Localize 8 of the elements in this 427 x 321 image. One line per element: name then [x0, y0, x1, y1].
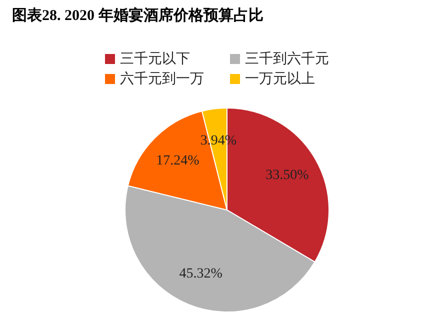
legend-label: 六千元到一万	[120, 70, 204, 88]
legend-label: 三千元以下	[120, 50, 190, 68]
data-label: 17.24%	[156, 154, 200, 169]
data-label: 33.50%	[266, 168, 310, 184]
data-label: 45.32%	[179, 266, 223, 282]
legend-label: 三千到六千元	[245, 50, 329, 68]
chart-title: 图表28. 2020 年婚宴酒席价格预算占比	[12, 6, 264, 25]
legend-label: 一万元以上	[245, 70, 315, 88]
